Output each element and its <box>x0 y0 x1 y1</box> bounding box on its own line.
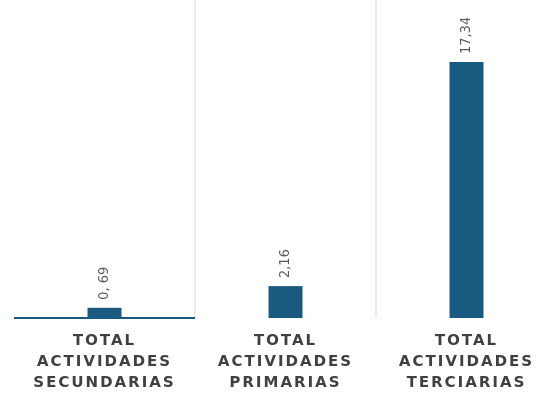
value-label: 17,34 <box>459 17 474 54</box>
x-tick-label: TOTAL ACTIVIDADES TERCIARIAS <box>398 331 535 391</box>
x-tick-label: TOTAL ACTIVIDADES SECUNDARIAS <box>33 331 176 391</box>
x-tick-label: TOTAL ACTIVIDADES PRIMARIAS <box>217 331 354 391</box>
bar <box>268 286 303 318</box>
bar <box>87 307 122 318</box>
bar <box>449 62 484 318</box>
value-label: 2,16 <box>278 249 293 278</box>
value-label: 0, 69 <box>97 267 112 300</box>
